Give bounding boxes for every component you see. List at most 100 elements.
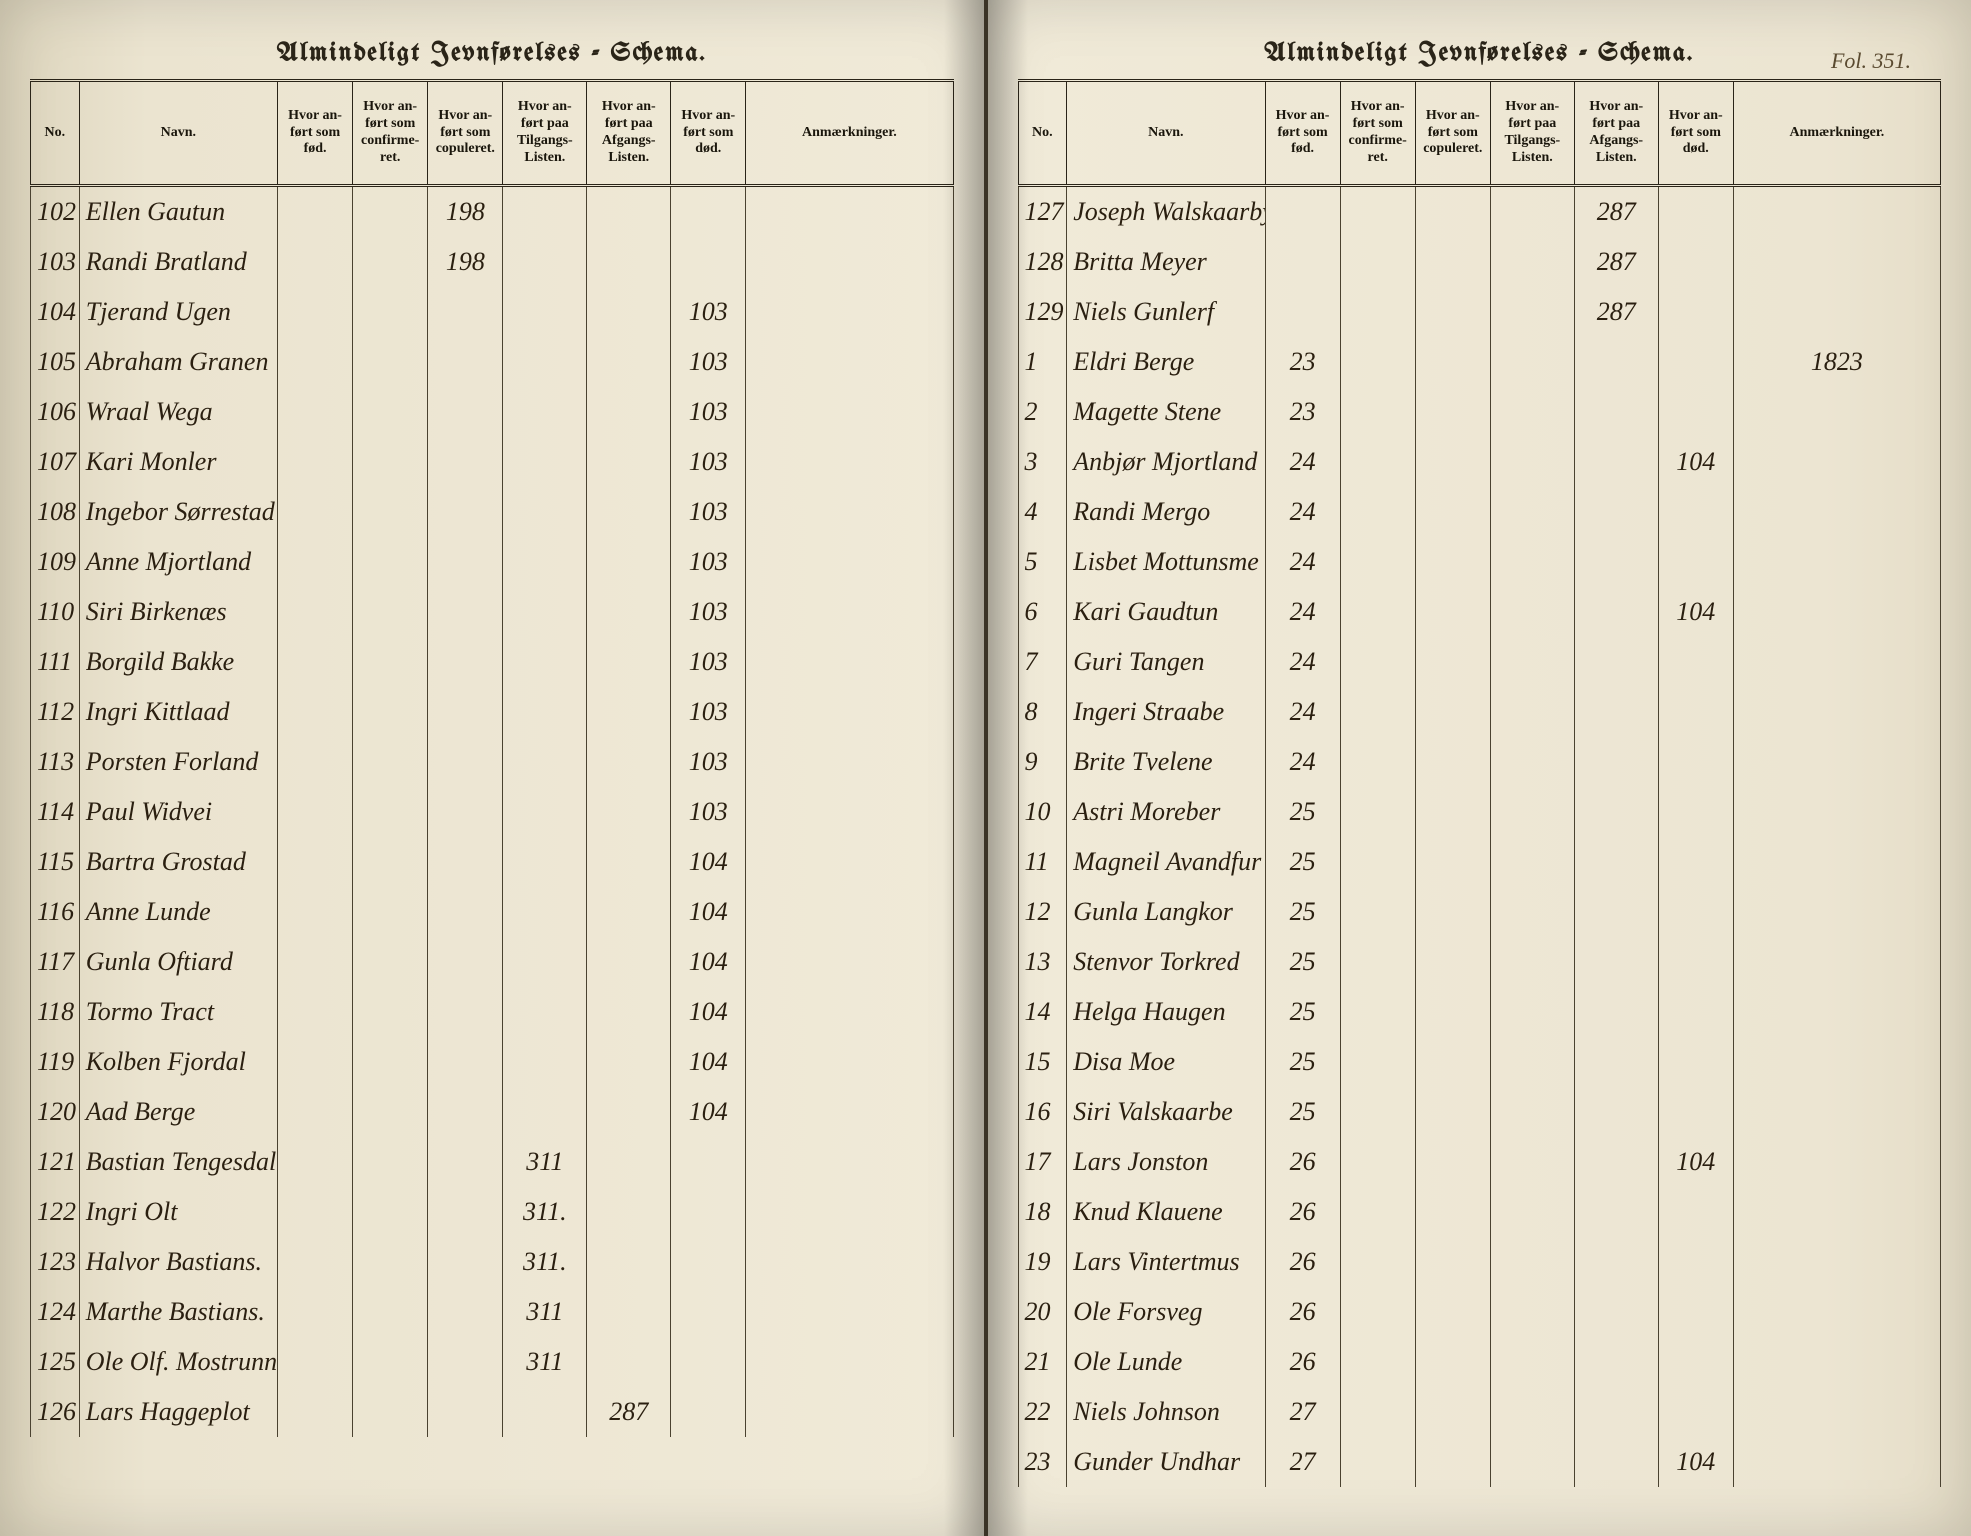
cell-fod: 26 (1265, 1187, 1340, 1237)
col-no: No. (31, 81, 80, 186)
cell-afg (1574, 1387, 1658, 1437)
ledger-row: 111Borgild Bakke103 (31, 637, 954, 687)
cell-dod (671, 186, 746, 238)
cell-anm (746, 687, 953, 737)
ledger-row: 108Ingebor Sørrestad103 (31, 487, 954, 537)
cell-no: 119 (31, 1037, 80, 1087)
cell-cop (428, 687, 503, 737)
cell-anm (746, 1387, 953, 1437)
cell-cop (1415, 1137, 1490, 1187)
ledger-row: 125Ole Olf. Mostrunn311 (31, 1337, 954, 1387)
right-page: Fol. 351. Almindeligt Jevnførelses - Sch… (986, 0, 1971, 1536)
cell-afg (587, 1237, 671, 1287)
cell-conf (1340, 1287, 1415, 1337)
ledger-row: 102Ellen Gautun198 (31, 186, 954, 238)
cell-afg (1574, 937, 1658, 987)
cell-dod (671, 1287, 746, 1337)
cell-conf (1340, 186, 1415, 238)
cell-fod (1265, 287, 1340, 337)
cell-cop (1415, 387, 1490, 437)
cell-fod (278, 1187, 353, 1237)
cell-dod: 104 (1658, 437, 1733, 487)
cell-afg (1574, 1437, 1658, 1487)
page-title-right: Almindeligt Jevnførelses - Schema. (1018, 40, 1942, 67)
cell-name: Marthe Bastians. (79, 1287, 277, 1337)
ledger-row: 14Helga Haugen25 (1018, 987, 1941, 1037)
cell-afg (587, 1187, 671, 1237)
cell-anm (1733, 1237, 1940, 1287)
cell-dod (1658, 787, 1733, 837)
cell-tilg (1490, 587, 1574, 637)
cell-cop (428, 1137, 503, 1187)
cell-tilg (1490, 1437, 1574, 1487)
cell-no: 110 (31, 587, 80, 637)
ledger-row: 3Anbjør Mjortland24104 (1018, 437, 1941, 487)
cell-cop (1415, 437, 1490, 487)
cell-no: 13 (1018, 937, 1067, 987)
cell-conf (1340, 237, 1415, 287)
col-name: Navn. (79, 81, 277, 186)
cell-no: 2 (1018, 387, 1067, 437)
cell-cop (1415, 887, 1490, 937)
cell-name: Paul Widvei (79, 787, 277, 837)
cell-fod: 25 (1265, 987, 1340, 1037)
cell-afg (587, 587, 671, 637)
cell-afg: 287 (1574, 287, 1658, 337)
cell-dod (1658, 637, 1733, 687)
cell-conf (353, 237, 428, 287)
ledger-row: 120Aad Berge104 (31, 1087, 954, 1137)
cell-afg (1574, 687, 1658, 737)
cell-no: 104 (31, 287, 80, 337)
ledger-row: 113Porsten Forland103 (31, 737, 954, 787)
ledger-row: 122Ingri Olt311. (31, 1187, 954, 1237)
cell-dod (1658, 337, 1733, 387)
cell-fod: 24 (1265, 437, 1340, 487)
cell-fod: 24 (1265, 687, 1340, 737)
cell-dod (1658, 186, 1733, 238)
cell-name: Anne Lunde (79, 887, 277, 937)
cell-tilg (1490, 1287, 1574, 1337)
ledger-row: 5Lisbet Mottunsme24 (1018, 537, 1941, 587)
cell-anm (746, 937, 953, 987)
cell-tilg (503, 387, 587, 437)
cell-tilg (1490, 487, 1574, 537)
cell-no: 117 (31, 937, 80, 987)
cell-tilg (1490, 537, 1574, 587)
cell-tilg (503, 537, 587, 587)
right-body: 127Joseph Walskaarby287128Britta Meyer28… (1018, 186, 1941, 1488)
cell-cop: 198 (428, 237, 503, 287)
col-dod: Hvor an- ført som død. (1658, 81, 1733, 186)
cell-no: 116 (31, 887, 80, 937)
cell-fod: 25 (1265, 937, 1340, 987)
cell-no: 3 (1018, 437, 1067, 487)
cell-fod (1265, 186, 1340, 238)
cell-name: Eldri Berge (1067, 337, 1265, 387)
cell-no: 6 (1018, 587, 1067, 637)
cell-anm (1733, 787, 1940, 837)
ledger-row: 116Anne Lunde104 (31, 887, 954, 937)
cell-dod: 104 (671, 937, 746, 987)
ledger-row: 109Anne Mjortland103 (31, 537, 954, 587)
cell-fod (278, 537, 353, 587)
cell-afg (587, 287, 671, 337)
cell-tilg (1490, 1137, 1574, 1187)
cell-conf (353, 1337, 428, 1387)
cell-afg (587, 487, 671, 537)
cell-anm (746, 387, 953, 437)
cell-dod: 104 (671, 1037, 746, 1087)
ledger-row: 6Kari Gaudtun24104 (1018, 587, 1941, 637)
cell-no: 5 (1018, 537, 1067, 587)
cell-no: 112 (31, 687, 80, 737)
cell-dod: 104 (671, 987, 746, 1037)
cell-dod (1658, 1037, 1733, 1087)
cell-conf (1340, 837, 1415, 887)
cell-anm (1733, 387, 1940, 437)
cell-cop (1415, 687, 1490, 737)
cell-conf (1340, 1187, 1415, 1237)
cell-tilg (1490, 687, 1574, 737)
cell-dod: 104 (671, 1087, 746, 1137)
cell-dod: 103 (671, 737, 746, 787)
cell-tilg (1490, 337, 1574, 387)
cell-cop (428, 1187, 503, 1237)
cell-name: Lars Jonston (1067, 1137, 1265, 1187)
